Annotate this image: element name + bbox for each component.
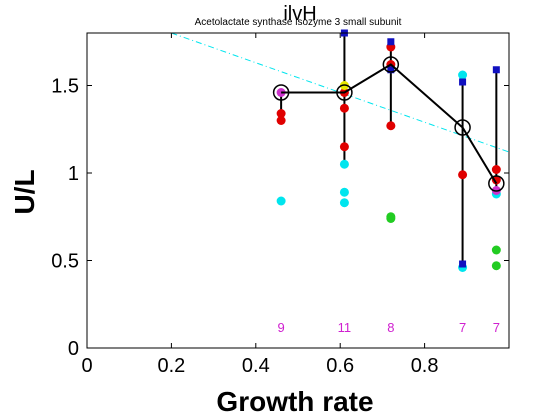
y-tick-label: 1 [68, 163, 79, 185]
data-point-blue [387, 38, 395, 46]
x-tick-label: 0.6 [326, 355, 354, 377]
plot-frame [86, 32, 510, 349]
sample-count: 8 [387, 320, 394, 335]
x-tick-label: 0 [81, 355, 92, 377]
data-point-red [276, 109, 286, 118]
data-point-green [491, 245, 501, 255]
x-tick-label: 0.8 [411, 355, 439, 377]
chart-title: ilvH [283, 3, 316, 25]
mean-marker [454, 119, 471, 136]
data-point-green [386, 214, 396, 223]
mean-marker [336, 84, 353, 101]
data-point-cyan [339, 198, 349, 208]
y-tick-label: 1.5 [51, 76, 79, 98]
data-point-cyan [339, 159, 349, 169]
sample-count: 7 [459, 320, 466, 335]
data-point-red [276, 116, 286, 125]
data-point-blue [459, 78, 467, 86]
mean-marker [488, 175, 505, 192]
data-point-red [339, 142, 349, 152]
mean-marker [382, 56, 400, 73]
x-tick-label: 0.4 [242, 355, 270, 377]
x-axis-label: Growth rate [216, 386, 373, 417]
y-tick-label: 0 [68, 338, 79, 360]
data-point-red [491, 175, 501, 185]
data-point-cyan [276, 196, 286, 206]
data-point-green [491, 261, 501, 271]
mean-marker [272, 84, 290, 101]
data-point-red [491, 165, 501, 174]
plot-area: 0 0.2 0.4 0.6 0.8 0 0.5 1 1.5 9 11 8 7 7 [51, 29, 510, 377]
data-point-blue [387, 66, 395, 74]
data-point-red [458, 170, 468, 180]
y-axis-label: U/L [9, 169, 40, 214]
x-tick-label: 0.2 [157, 355, 185, 377]
sample-count: 9 [278, 320, 285, 335]
data-point-blue [459, 260, 467, 268]
sample-count: 11 [338, 320, 352, 335]
mean-line [281, 63, 498, 185]
data-point-blue [492, 66, 500, 74]
data-point-cyan [339, 187, 349, 197]
sample-count: 7 [493, 320, 500, 335]
data-point-red [386, 121, 396, 131]
data-point-cyan [458, 70, 468, 80]
data-point-red [339, 103, 349, 113]
chart-subtitle: Acetolactate synthase isozyme 3 small su… [195, 17, 402, 28]
y-tick-label: 0.5 [51, 251, 79, 273]
